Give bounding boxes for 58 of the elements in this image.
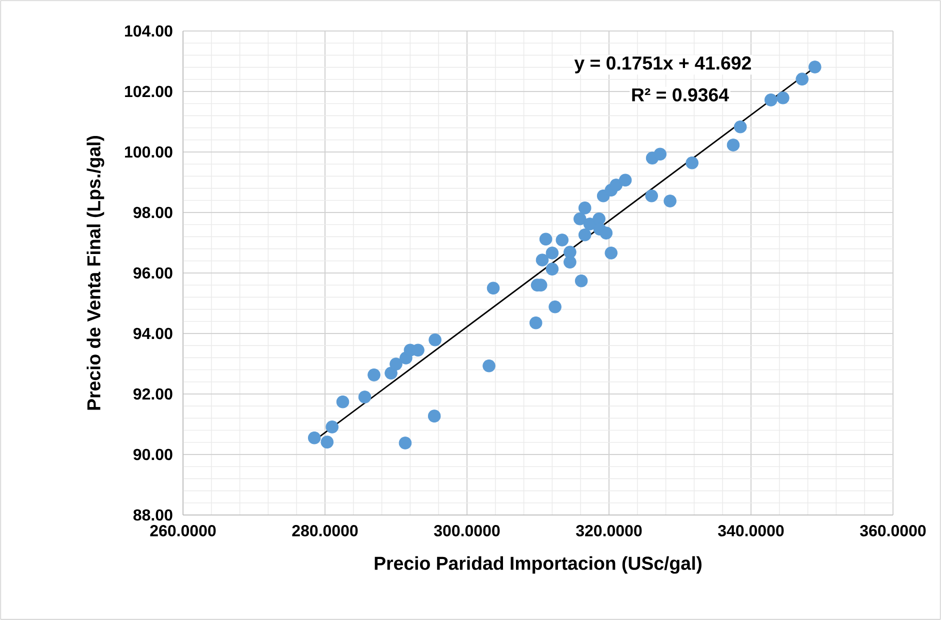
x-tick-label: 340.0000 xyxy=(718,525,784,536)
y-tick-label: 90.00 xyxy=(133,448,172,460)
point xyxy=(546,246,559,260)
point xyxy=(384,366,398,380)
y-tick-label: 102.00 xyxy=(125,86,172,98)
point xyxy=(796,72,809,86)
point xyxy=(320,436,334,448)
annotation: y = 0.1751x + 41.692 xyxy=(574,56,751,74)
point xyxy=(776,91,790,104)
point xyxy=(546,262,559,276)
point xyxy=(734,120,747,134)
point xyxy=(308,431,321,444)
point xyxy=(398,436,412,450)
y-tick-label: 94.00 xyxy=(133,328,172,340)
x-axis-title: Precio Paridad Importacion (USc/gal) xyxy=(374,556,702,574)
point xyxy=(618,174,632,187)
annotation: R² = 0.9364 xyxy=(632,88,729,102)
point xyxy=(482,359,496,372)
point xyxy=(645,189,658,202)
point xyxy=(390,358,402,370)
point xyxy=(336,395,350,408)
point xyxy=(428,333,442,346)
y-tick-label: 98.00 xyxy=(133,206,172,218)
y-tick-label: 96.00 xyxy=(133,267,172,279)
point xyxy=(600,226,613,240)
y-axis-title: Precio de Venta Final (Lps./gal) xyxy=(86,136,104,410)
point xyxy=(529,316,542,330)
point xyxy=(368,368,380,382)
point xyxy=(686,156,698,170)
point xyxy=(726,138,740,152)
point xyxy=(573,212,586,226)
point xyxy=(539,232,552,246)
point xyxy=(428,410,441,422)
x-tick-label: 260.0000 xyxy=(150,525,216,536)
x-tick-label: 360.0000 xyxy=(860,525,926,536)
point xyxy=(578,228,592,242)
point xyxy=(654,148,667,161)
x-tick-label: 280.0000 xyxy=(292,525,358,536)
point xyxy=(486,282,500,295)
x-tick-label: 300.0000 xyxy=(434,525,500,536)
y-tick-label: 100.00 xyxy=(125,146,172,158)
point xyxy=(574,274,588,288)
point xyxy=(556,234,569,246)
point xyxy=(764,94,778,106)
point xyxy=(578,202,592,214)
y-tick-label: 88.00 xyxy=(133,509,172,521)
point xyxy=(808,60,822,74)
point xyxy=(326,420,339,434)
point xyxy=(536,254,549,266)
point xyxy=(592,212,606,226)
y-tick-label: 92.00 xyxy=(133,388,172,400)
point xyxy=(664,194,676,208)
point xyxy=(358,390,372,404)
point xyxy=(548,300,562,314)
point xyxy=(564,246,576,259)
x-tick-label: 320.0000 xyxy=(576,525,642,536)
y-tick-label: 104.00 xyxy=(125,25,172,37)
point xyxy=(604,246,618,260)
